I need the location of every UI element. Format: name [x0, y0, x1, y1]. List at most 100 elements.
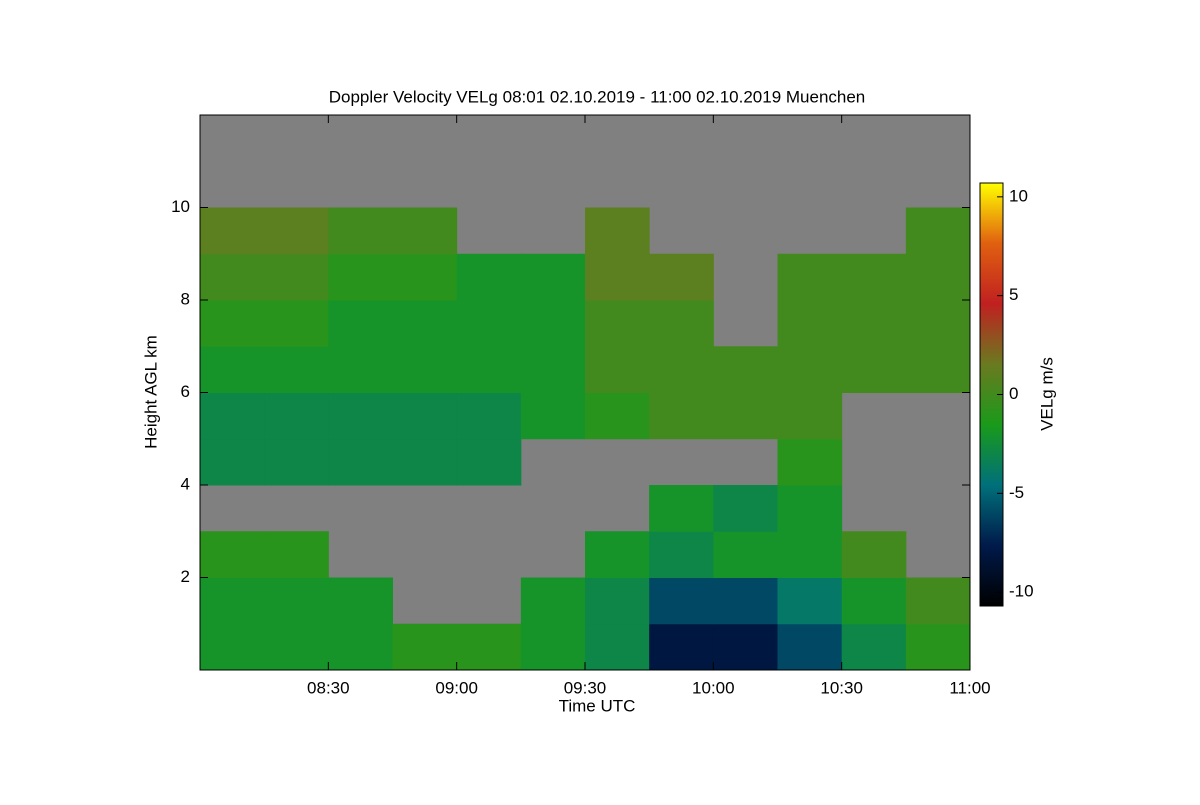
heatmap-cell — [328, 577, 393, 625]
colorbar-tick-label: -10 — [1009, 582, 1034, 601]
heatmap-cell — [777, 485, 843, 532]
heatmap-cell — [713, 531, 778, 578]
heatmap-cell — [328, 253, 393, 301]
heatmap-cell — [200, 253, 265, 301]
heatmap-cell — [777, 531, 843, 578]
heatmap-cell — [392, 623, 458, 671]
heatmap-cell — [777, 253, 843, 301]
heatmap-cell — [264, 623, 329, 671]
heatmap-cell — [392, 392, 458, 440]
heatmap-cell — [328, 438, 393, 486]
heatmap-cell — [905, 346, 971, 393]
heatmap-cell — [264, 577, 329, 625]
y-tick-label: 6 — [181, 382, 190, 401]
heatmap-cell — [264, 207, 329, 255]
chart-title: Doppler Velocity VELg 08:01 02.10.2019 -… — [329, 87, 866, 106]
heatmap-cell — [777, 392, 843, 440]
heatmap-cell — [392, 253, 458, 301]
heatmap-cell — [777, 623, 843, 671]
x-tick-label: 10:30 — [820, 678, 863, 697]
heatmap-cell — [456, 392, 522, 440]
heatmap-cell — [585, 392, 650, 440]
heatmap-cell — [585, 531, 650, 578]
x-tick-label: 10:00 — [692, 678, 735, 697]
heatmap-cell — [264, 531, 329, 578]
heatmap-cell — [777, 346, 843, 393]
heatmap-cell — [456, 346, 522, 393]
heatmap-cell — [649, 485, 714, 532]
heatmap-cell — [520, 577, 586, 625]
colorbar-tick-label: -5 — [1009, 483, 1024, 502]
heatmap-cell — [649, 253, 714, 301]
heatmap-cell — [905, 300, 971, 347]
heatmap-cell — [649, 300, 714, 347]
y-tick-label: 10 — [171, 197, 190, 216]
heatmap-cell — [905, 623, 971, 671]
heatmap-cell — [392, 300, 458, 347]
y-tick-label: 8 — [181, 289, 190, 308]
y-tick-label: 4 — [181, 474, 190, 493]
heatmap-cell — [328, 207, 393, 255]
heatmap-cell — [841, 623, 907, 671]
heatmap-cell — [200, 531, 265, 578]
x-tick-label: 11:00 — [949, 678, 990, 697]
heatmap-cell — [649, 346, 714, 393]
heatmap-cell — [264, 438, 329, 486]
x-tick-label: 08:30 — [307, 678, 350, 697]
heatmap-cell — [585, 623, 650, 671]
x-axis-label: Time UTC — [559, 696, 636, 715]
heatmap-cell — [585, 300, 650, 347]
heatmap-cell — [777, 438, 843, 486]
heatmap-cell — [649, 577, 714, 625]
colorbar-tick-label: 10 — [1009, 186, 1028, 205]
heatmap-cell — [585, 207, 650, 255]
heatmap-cell — [264, 392, 329, 440]
heatmap-cell — [392, 207, 458, 255]
heatmap-cell — [328, 346, 393, 393]
heatmap-cell — [200, 207, 265, 255]
heatmap-cell — [328, 392, 393, 440]
heatmap-cell — [200, 346, 265, 393]
heatmap-cell — [200, 392, 265, 440]
heatmap-cell — [456, 438, 522, 486]
heatmap-cell — [456, 623, 522, 671]
colorbar-tick-label: 0 — [1009, 384, 1018, 403]
heatmap-cell — [520, 392, 586, 440]
colorbar-label: VELg m/s — [1037, 357, 1056, 431]
heatmap-cell — [520, 253, 586, 301]
colorbar-tick-label: 5 — [1009, 285, 1018, 304]
heatmap-cell — [456, 253, 522, 301]
heatmap-cell — [841, 346, 907, 393]
heatmap-cell — [841, 577, 907, 625]
heatmap-cell — [520, 346, 586, 393]
heatmap-cell — [713, 485, 778, 532]
x-tick-label: 09:30 — [564, 678, 607, 697]
heatmap-cell — [520, 300, 586, 347]
heatmap-cell — [841, 300, 907, 347]
heatmap-cell — [585, 346, 650, 393]
heatmap-cell — [713, 392, 778, 440]
heatmap-cell — [585, 253, 650, 301]
heatmap-cell — [905, 207, 971, 255]
heatmap-cell — [649, 531, 714, 578]
heatmap-cell — [713, 623, 778, 671]
y-tick-label: 2 — [181, 567, 190, 586]
heatmap-cell — [713, 346, 778, 393]
heatmap-cell — [264, 346, 329, 393]
heatmap-cell — [841, 253, 907, 301]
heatmap-cell — [777, 300, 843, 347]
heatmap-cell — [264, 253, 329, 301]
y-axis-label: Height AGL km — [141, 335, 160, 449]
heatmap-cell — [200, 300, 265, 347]
heatmap-cell — [905, 253, 971, 301]
heatmap-cell — [264, 300, 329, 347]
heatmap-cell — [328, 623, 393, 671]
heatmap-cell — [713, 577, 778, 625]
heatmap-cell — [905, 577, 971, 625]
heatmap-cell — [392, 438, 458, 486]
heatmap-cell — [328, 300, 393, 347]
heatmap-cell — [841, 531, 907, 578]
heatmap-cell — [585, 577, 650, 625]
x-tick-label: 09:00 — [435, 678, 478, 697]
heatmap-cell — [520, 623, 586, 671]
